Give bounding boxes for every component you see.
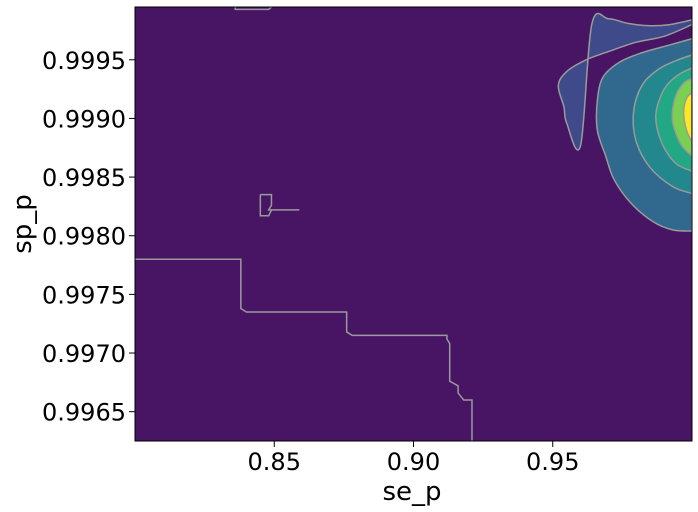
y-tick-label: 0.9990: [42, 105, 126, 133]
x-axis-label: se_p: [382, 477, 441, 507]
y-tick-label: 0.9995: [42, 47, 126, 75]
y-tick-label: 0.9970: [42, 340, 126, 368]
y-tick-label: 0.9965: [42, 399, 126, 427]
y-axis-label: sp_p: [8, 194, 38, 254]
x-tick-label: 0.90: [387, 448, 440, 476]
y-tick-label: 0.9975: [42, 281, 126, 309]
x-tick-label: 0.95: [526, 448, 579, 476]
x-tick-label: 0.85: [248, 448, 301, 476]
y-tick-label: 0.9985: [42, 164, 126, 192]
x-axis: 0.85 0.90 0.95: [248, 441, 580, 476]
y-tick-label: 0.9980: [42, 223, 126, 251]
y-axis: 0.9965 0.9970 0.9975 0.9980 0.9985 0.9990 0.99…: [42, 47, 135, 427]
